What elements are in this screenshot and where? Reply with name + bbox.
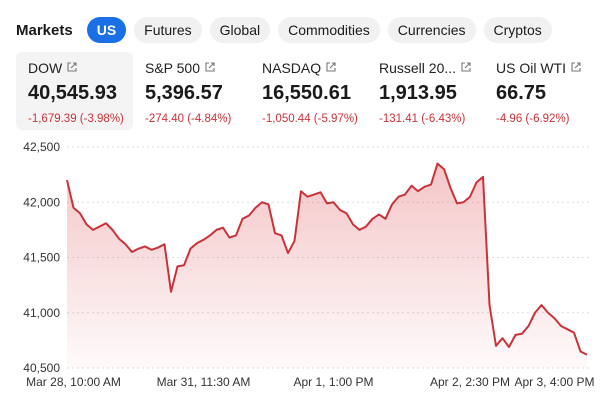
tab[interactable]: Cryptos (483, 17, 552, 43)
ticker-price: 16,550.61 (262, 82, 351, 104)
x-tick-label: Apr 2, 2:30 PM (430, 375, 510, 389)
x-tick-label: Apr 3, 4:00 PM (514, 375, 594, 389)
ticker-name-row: NASDAQ (262, 60, 367, 76)
header: Markets US Futures Global Commodities Currenc… (16, 16, 560, 44)
ticker-name: US Oil WTI (496, 60, 566, 76)
external-icon (205, 62, 215, 72)
ticker-change: -274.40 (-4.84%) (145, 113, 232, 125)
tab[interactable]: Currencies (387, 17, 476, 43)
ticker-name: NASDAQ (262, 60, 322, 76)
ticker-name-row: Russell 20... (379, 60, 484, 76)
x-tick-label: Mar 28, 10:00 AM (26, 375, 121, 389)
ticker-price: 40,545.93 (28, 82, 117, 104)
title: Markets (16, 21, 73, 39)
x-tick-label: Mar 31, 11:30 AM (157, 375, 251, 389)
ticker-name: DOW (28, 60, 63, 76)
ticker-change: -131.41 (-6.43%) (379, 113, 466, 125)
y-tick-label: 40,500 (23, 361, 60, 375)
ticker-card[interactable]: Russell 20... 1,913.95 -131.41 (-6.43%) (367, 52, 484, 130)
tab[interactable]: Global (209, 17, 271, 43)
y-tick-label: 41,000 (23, 306, 60, 320)
external-icon (461, 62, 471, 72)
external-icon (67, 62, 77, 72)
ticker-price: 1,913.95 (379, 82, 457, 104)
ticker-change: -4.96 (-6.92%) (496, 113, 570, 125)
tab[interactable]: Futures (134, 17, 202, 43)
ticker-name-row: DOW (28, 60, 133, 76)
ticker-card[interactable]: DOW 40,545.93 -1,679.39 (-3.98%) (16, 52, 133, 130)
tab[interactable]: Commodities (278, 17, 380, 43)
tickers: DOW 40,545.93 -1,679.39 (-3.98%) S&P 500 5,3… (16, 52, 601, 130)
ticker-card[interactable]: S&P 500 5,396.57 -274.40 (-4.84%) (133, 52, 250, 130)
y-tick-label: 41,500 (23, 251, 60, 265)
ticker-name: Russell 20... (379, 60, 457, 76)
ticker-card[interactable]: NASDAQ 16,550.61 -1,050.44 (-5.97%) (250, 52, 367, 130)
ticker-price: 5,396.57 (145, 82, 223, 104)
external-icon (326, 62, 336, 72)
y-tick-label: 42,500 (23, 140, 60, 154)
external-icon (571, 62, 581, 72)
ticker-name-row: S&P 500 (145, 60, 250, 76)
ticker-name: S&P 500 (145, 60, 201, 76)
x-tick-label: Apr 1, 1:00 PM (293, 375, 373, 389)
ticker-price: 66.75 (496, 82, 547, 104)
ticker-name-row: US Oil WTI (496, 60, 601, 76)
y-tick-label: 42,000 (23, 195, 60, 209)
tab[interactable]: US (86, 17, 127, 43)
line (66, 162, 588, 356)
ticker-change: -1,050.44 (-5.97%) (262, 113, 358, 125)
ticker-change: -1,679.39 (-3.98%) (28, 113, 124, 125)
ticker-card[interactable]: US Oil WTI 66.75 -4.96 (-6.92%) (484, 52, 601, 130)
area (67, 163, 587, 368)
